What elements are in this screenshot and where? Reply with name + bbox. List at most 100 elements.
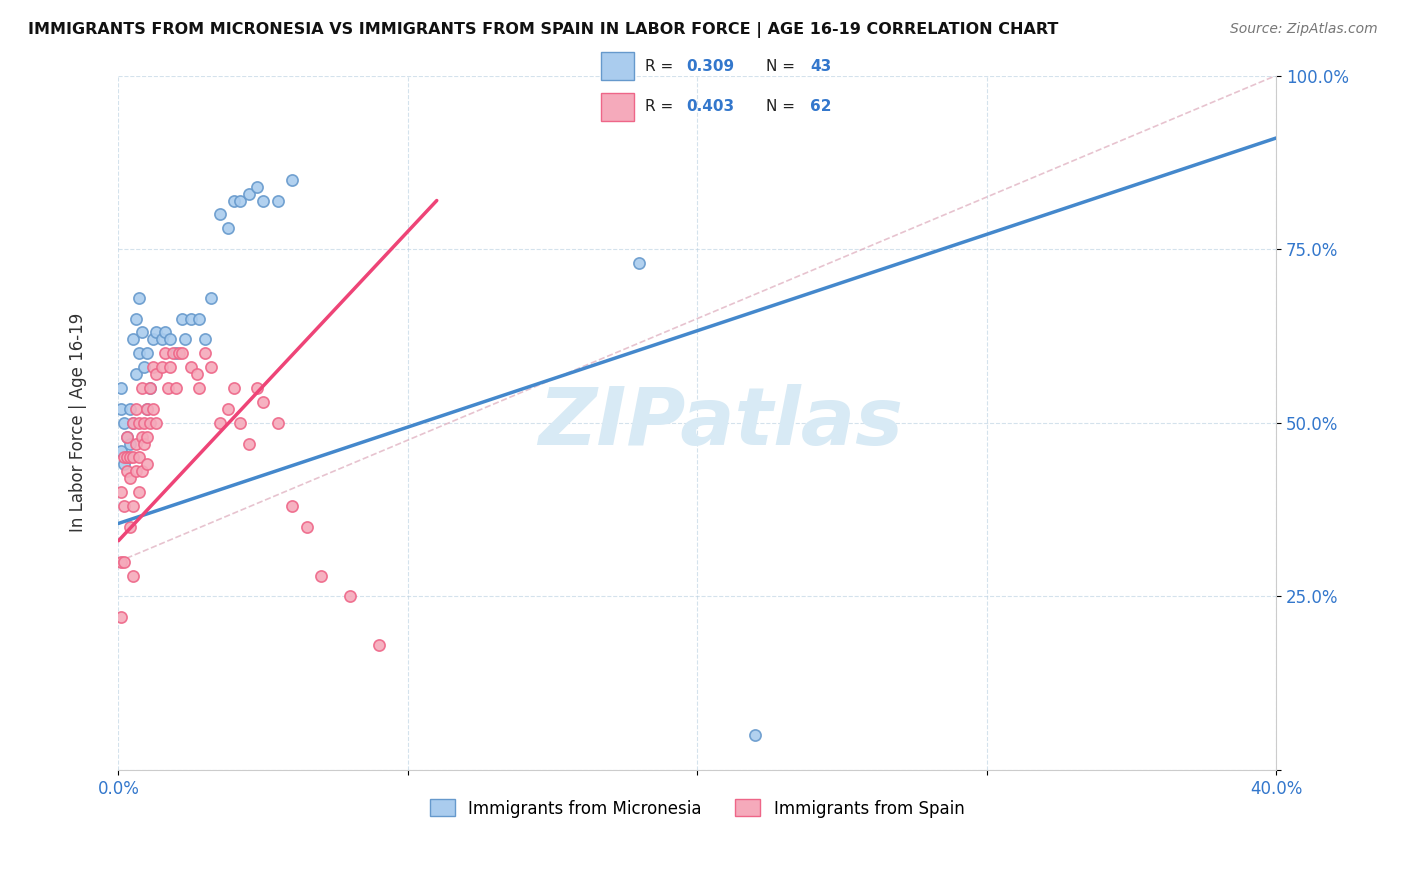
Point (159, 333, 181, 347)
Point (121, 416, 143, 430)
Text: IMMIGRANTS FROM MICRONESIA VS IMMIGRANTS FROM SPAIN IN LABOR FORCE | AGE 16-19 C: IMMIGRANTS FROM MICRONESIA VS IMMIGRANTS… (28, 22, 1059, 38)
Point (115, 450, 138, 465)
Point (238, 186, 260, 201)
Point (112, 555, 135, 569)
Point (180, 311, 202, 326)
Text: R =: R = (644, 99, 678, 114)
Point (208, 416, 231, 430)
Point (139, 381, 162, 395)
Text: Source: ZipAtlas.com: Source: ZipAtlas.com (1230, 22, 1378, 37)
Point (153, 326, 176, 340)
Point (136, 346, 159, 360)
Point (145, 367, 167, 381)
Text: 62: 62 (810, 99, 831, 114)
Point (252, 395, 274, 409)
Point (309, 568, 332, 582)
Point (150, 333, 173, 347)
Point (128, 450, 150, 465)
Point (150, 360, 173, 375)
Point (112, 416, 135, 430)
Text: N =: N = (766, 59, 800, 74)
Point (125, 464, 148, 478)
Legend: Immigrants from Micronesia, Immigrants from Spain: Immigrants from Micronesia, Immigrants f… (423, 793, 972, 824)
Point (139, 416, 162, 430)
Point (134, 436, 156, 450)
Point (200, 291, 222, 305)
Text: In Labor Force | Age 16-19: In Labor Force | Age 16-19 (69, 313, 87, 533)
Point (162, 346, 184, 360)
Text: 0.309: 0.309 (686, 59, 735, 74)
Point (628, 256, 651, 270)
Point (142, 333, 165, 347)
Point (115, 430, 138, 444)
Point (246, 381, 269, 395)
Point (217, 401, 239, 416)
Point (180, 360, 202, 375)
Point (121, 333, 143, 347)
Point (121, 499, 143, 513)
Point (194, 333, 217, 347)
Point (136, 401, 159, 416)
Point (125, 436, 148, 450)
Point (115, 450, 138, 465)
Point (165, 346, 187, 360)
Point (142, 401, 165, 416)
Point (170, 346, 193, 360)
Point (121, 568, 143, 582)
Point (131, 326, 153, 340)
Point (110, 381, 132, 395)
Point (186, 367, 208, 381)
Point (131, 464, 153, 478)
Point (115, 464, 138, 478)
Point (188, 381, 211, 395)
Point (174, 333, 197, 347)
Point (252, 194, 274, 208)
Point (118, 450, 141, 465)
Text: ZIPatlas: ZIPatlas (538, 384, 903, 462)
Point (110, 443, 132, 458)
Point (131, 381, 153, 395)
Point (118, 520, 141, 534)
Point (295, 520, 318, 534)
Text: 0.403: 0.403 (686, 99, 735, 114)
Point (136, 401, 159, 416)
Point (128, 416, 150, 430)
Point (142, 360, 165, 375)
Point (266, 194, 288, 208)
Point (153, 346, 176, 360)
Text: N =: N = (766, 99, 800, 114)
Point (110, 555, 132, 569)
Text: R =: R = (644, 59, 678, 74)
FancyBboxPatch shape (600, 93, 634, 120)
Point (128, 346, 150, 360)
Point (121, 450, 143, 465)
Point (145, 416, 167, 430)
Point (110, 610, 132, 624)
Point (167, 346, 190, 360)
Point (112, 458, 135, 472)
Point (200, 360, 222, 375)
Point (136, 458, 159, 472)
Point (136, 430, 159, 444)
Point (246, 179, 269, 194)
Point (125, 401, 148, 416)
Point (112, 450, 135, 465)
Point (145, 326, 167, 340)
Point (134, 416, 156, 430)
Point (159, 360, 181, 375)
Point (121, 416, 143, 430)
Point (217, 221, 239, 235)
Point (125, 311, 148, 326)
Point (156, 381, 179, 395)
Point (128, 485, 150, 500)
Point (229, 416, 252, 430)
Point (281, 172, 304, 186)
Point (224, 381, 246, 395)
Point (208, 207, 231, 221)
Point (110, 401, 132, 416)
Point (188, 311, 211, 326)
Point (170, 311, 193, 326)
Point (224, 194, 246, 208)
Point (131, 430, 153, 444)
Point (112, 499, 135, 513)
